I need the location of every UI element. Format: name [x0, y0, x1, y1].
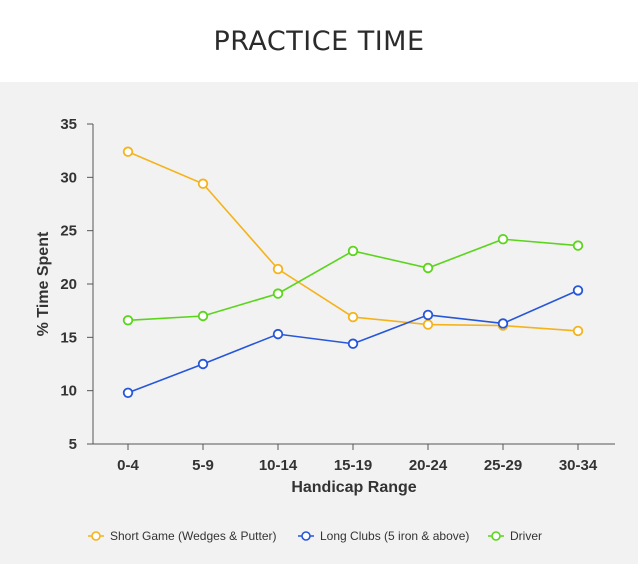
y-axis-title: % Time Spent — [35, 231, 52, 336]
series-3 — [122, 233, 584, 326]
y-tick-label: 15 — [60, 329, 77, 346]
y-tick-label: 10 — [60, 383, 77, 400]
data-point — [122, 387, 134, 399]
legend-marker — [91, 531, 101, 541]
data-point — [122, 315, 134, 326]
data-point — [272, 263, 284, 275]
x-axis-title: Handicap Range — [291, 479, 416, 496]
y-tick-label: 20 — [60, 276, 77, 293]
data-point — [572, 285, 584, 296]
chart-panel — [0, 82, 638, 564]
data-point — [497, 233, 509, 245]
x-tick-label: 25-29 — [484, 457, 522, 474]
data-point — [197, 178, 209, 189]
data-point — [347, 338, 359, 349]
x-tick-label: 10-14 — [259, 457, 298, 474]
data-point — [347, 311, 359, 323]
data-point — [422, 309, 434, 321]
axes: 5 10 15 20 25 30 35 0-4 5-9 10-14 15-19 20-24 25-29 3… — [60, 116, 615, 474]
legend-item: Short Game (Wedges & Putter) — [88, 529, 277, 543]
data-point — [122, 146, 134, 157]
data-point — [422, 319, 434, 330]
data-point — [572, 240, 584, 251]
y-tick-label: 25 — [60, 223, 77, 240]
y-tick-label: 35 — [60, 116, 77, 133]
y-tick-label: 30 — [60, 169, 77, 186]
legend: Short Game (Wedges & Putter) Long Clubs (… — [88, 529, 542, 543]
legend-item: Long Clubs (5 iron & above) — [298, 529, 469, 543]
series-line — [127, 150, 579, 332]
title-bar: PRACTICE TIME — [0, 0, 638, 82]
legend-label: Short Game (Wedges & Putter) — [110, 529, 277, 543]
legend-marker — [301, 531, 311, 541]
series-1 — [122, 146, 584, 337]
series-2 — [122, 285, 584, 399]
data-point — [422, 262, 434, 274]
legend-marker — [491, 531, 501, 541]
x-tick-label: 0-4 — [117, 457, 139, 474]
data-point — [347, 245, 359, 257]
data-point — [272, 288, 284, 299]
legend-label: Driver — [510, 529, 542, 543]
chart-title: PRACTICE TIME — [213, 25, 425, 57]
data-point — [572, 325, 584, 337]
legend-item: Driver — [488, 529, 542, 543]
data-point — [197, 358, 209, 370]
x-tick-label: 30-34 — [559, 457, 598, 474]
data-point — [197, 310, 209, 322]
series-layer — [122, 146, 584, 399]
x-tick-label: 15-19 — [334, 457, 372, 474]
x-tick-label: 5-9 — [192, 457, 214, 474]
data-point — [272, 328, 284, 340]
x-tick-label: 20-24 — [409, 457, 448, 474]
legend-label: Long Clubs (5 iron & above) — [320, 529, 469, 543]
data-point — [497, 318, 509, 329]
y-tick-label: 5 — [69, 436, 77, 453]
